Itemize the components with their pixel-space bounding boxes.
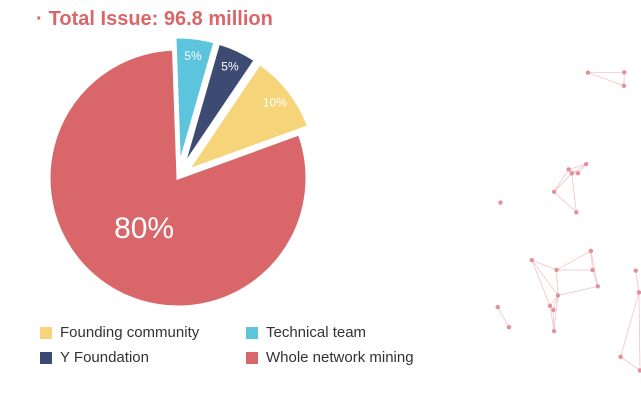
legend-item-founding-community: Founding community [40,324,199,341]
legend-label: Technical team [266,324,367,341]
globe-node [574,210,579,215]
legend-item-whole-network-mining: Whole network mining [246,349,414,366]
globe-node [584,161,589,167]
globe-node [551,328,557,334]
globe-node [595,284,600,289]
globe-node [618,354,623,360]
globe-node [633,268,638,273]
globe-node [590,267,595,273]
title-text: Total Issue: 96.8 million [48,8,273,30]
globe-node [551,307,556,313]
legend-label: Founding community [60,324,200,341]
pie-label-founding-community: 10% [263,95,287,109]
globe-node [547,303,553,309]
globe-node [569,171,574,176]
legend-swatch [246,326,258,339]
globe-node [636,290,641,295]
pie-slice-whole-network-mining [47,47,309,309]
legend-item-y-foundation: Y Foundation [40,349,149,366]
globe-node [588,248,594,254]
chart-title: · Total Issue: 96.8 million [36,8,273,31]
globe-node [621,83,627,89]
globe-node [637,368,641,373]
globe-node [498,200,503,205]
globe-node [554,267,559,273]
legend-swatch [40,351,52,364]
globe-node [575,170,581,176]
globe-node [566,167,571,172]
globe-mesh [497,71,641,371]
legend-swatch [246,351,258,364]
pie-slice-founding-community [183,61,311,174]
legend-swatch [40,326,52,339]
legend-label: Y Foundation [60,349,149,366]
globe-node [622,70,627,75]
globe-node [555,293,561,298]
pie-label-technical-team: 5% [184,49,202,63]
title-bullet: · [36,8,43,30]
globe-node [551,189,557,195]
legend-item-technical-team: Technical team [246,324,366,341]
globe-node [585,70,591,75]
legend-label: Whole network mining [266,349,414,366]
globe-node [506,325,512,330]
pie-label-y-foundation: 5% [221,60,239,74]
globe-node [529,257,535,263]
pie-label-whole-network-mining: 80% [114,212,174,245]
globe-node [495,304,500,310]
pie-slice-technical-team [173,35,217,167]
pie-slice-y-foundation [181,41,258,168]
